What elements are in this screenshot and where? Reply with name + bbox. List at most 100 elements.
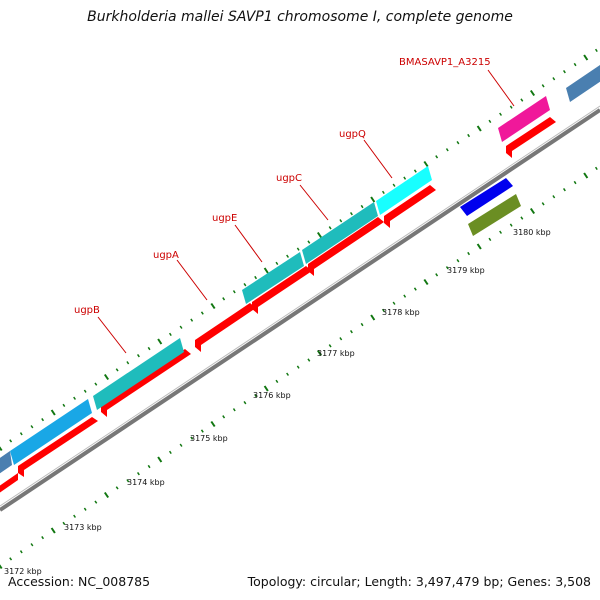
major-tick: [157, 338, 163, 345]
genome-stats-text: Topology: circular; Length: 3,497,479 bp…: [247, 574, 591, 589]
gene-track: [0, 65, 600, 474]
minor-tick: [232, 290, 236, 294]
minor-tick: [456, 140, 460, 145]
minor-tick: [126, 361, 130, 365]
minor-tick: [499, 230, 503, 234]
minor-tick: [520, 98, 524, 102]
minor-tick: [445, 266, 449, 270]
minor-tick: [594, 166, 598, 171]
major-tick: [370, 314, 376, 321]
cds-arrow: [384, 185, 436, 228]
gene-label-ugpC: ugpC: [276, 173, 302, 184]
minor-tick: [339, 337, 343, 341]
kbp-label: 3180 kbp: [513, 228, 551, 237]
minor-tick: [360, 204, 364, 209]
minor-tick: [403, 176, 407, 180]
minor-tick: [381, 308, 385, 313]
minor-tick: [509, 223, 513, 227]
cds-arrow: [0, 473, 18, 493]
minor-tick: [147, 346, 151, 351]
minor-tick: [435, 273, 439, 277]
minor-tick: [9, 557, 13, 561]
minor-tick: [30, 425, 34, 429]
minor-tick: [200, 311, 204, 315]
minor-tick: [62, 403, 66, 408]
minor-tick: [349, 329, 353, 334]
cds-arrow: [252, 266, 312, 314]
minor-tick: [275, 261, 279, 266]
minor-tick: [179, 325, 183, 329]
major-tick: [0, 564, 3, 570]
cds-arrow: [308, 217, 384, 276]
minor-tick: [115, 368, 119, 372]
minor-tick: [243, 400, 247, 405]
minor-tick: [222, 415, 226, 419]
minor-tick: [467, 251, 471, 256]
major-tick: [529, 89, 536, 97]
gene-label-ugpA: ugpA: [153, 250, 179, 261]
minor-tick: [445, 148, 449, 152]
minor-tick: [520, 216, 524, 220]
minor-tick: [147, 464, 151, 469]
minor-tick: [541, 84, 545, 88]
minor-tick: [222, 297, 226, 301]
gene-block-olive: [468, 194, 521, 236]
major-tick: [210, 420, 216, 428]
minor-tick: [392, 183, 396, 187]
major-tick: [50, 527, 56, 534]
major-tick: [210, 302, 216, 310]
kbp-labels: 3172 kbp 3173 kbp 3174 kbp 3175 kbp 3176…: [4, 228, 551, 576]
accession-text: Accession: NC_008785: [8, 574, 151, 589]
minor-tick: [62, 521, 66, 526]
minor-tick: [552, 77, 556, 81]
outer-tick-track: [0, 48, 598, 452]
minor-tick: [435, 155, 439, 159]
minor-tick: [403, 294, 407, 298]
minor-tick: [232, 408, 236, 412]
cds-arrow: [506, 117, 556, 158]
minor-tick: [190, 436, 194, 440]
inner-tick-track: [0, 166, 598, 570]
minor-tick: [41, 535, 45, 540]
major-tick: [0, 446, 3, 452]
gene-block: [0, 451, 12, 474]
cds-arrow: [195, 303, 256, 352]
minor-tick: [573, 180, 577, 185]
minor-tick: [254, 275, 258, 280]
minor-tick: [413, 169, 417, 173]
kbp-label: 3179 kbp: [447, 266, 485, 275]
gene-block: [376, 166, 432, 215]
minor-tick: [573, 62, 577, 67]
major-tick: [476, 125, 482, 132]
minor-tick: [179, 443, 183, 447]
minor-tick: [30, 543, 34, 547]
minor-tick: [296, 247, 300, 251]
minor-tick: [200, 429, 204, 433]
minor-tick: [392, 301, 396, 305]
minor-tick: [126, 479, 130, 483]
major-tick: [583, 172, 589, 179]
minor-tick: [275, 379, 279, 384]
gene-block: [242, 252, 304, 304]
gene-block: [566, 65, 600, 102]
major-tick: [583, 54, 589, 61]
minor-tick: [499, 112, 503, 116]
major-tick: [316, 231, 323, 239]
minor-tick: [328, 344, 332, 348]
minor-tick: [541, 202, 545, 206]
minor-tick: [328, 226, 332, 230]
minor-tick: [488, 237, 492, 242]
minor-tick: [509, 105, 513, 109]
minor-tick: [552, 195, 556, 199]
gene-block-blue: [460, 178, 513, 216]
minor-tick: [594, 48, 598, 53]
minor-tick: [73, 396, 77, 400]
minor-tick: [73, 514, 77, 518]
minor-tick: [19, 432, 23, 436]
minor-tick: [41, 417, 45, 422]
gene-labels: ugpB ugpA ugpE ugpC ugpQ BMASAVP1_A3215: [74, 57, 491, 316]
gene-block: [498, 96, 550, 142]
minor-tick: [456, 258, 460, 263]
genome-backbone: [0, 105, 600, 512]
